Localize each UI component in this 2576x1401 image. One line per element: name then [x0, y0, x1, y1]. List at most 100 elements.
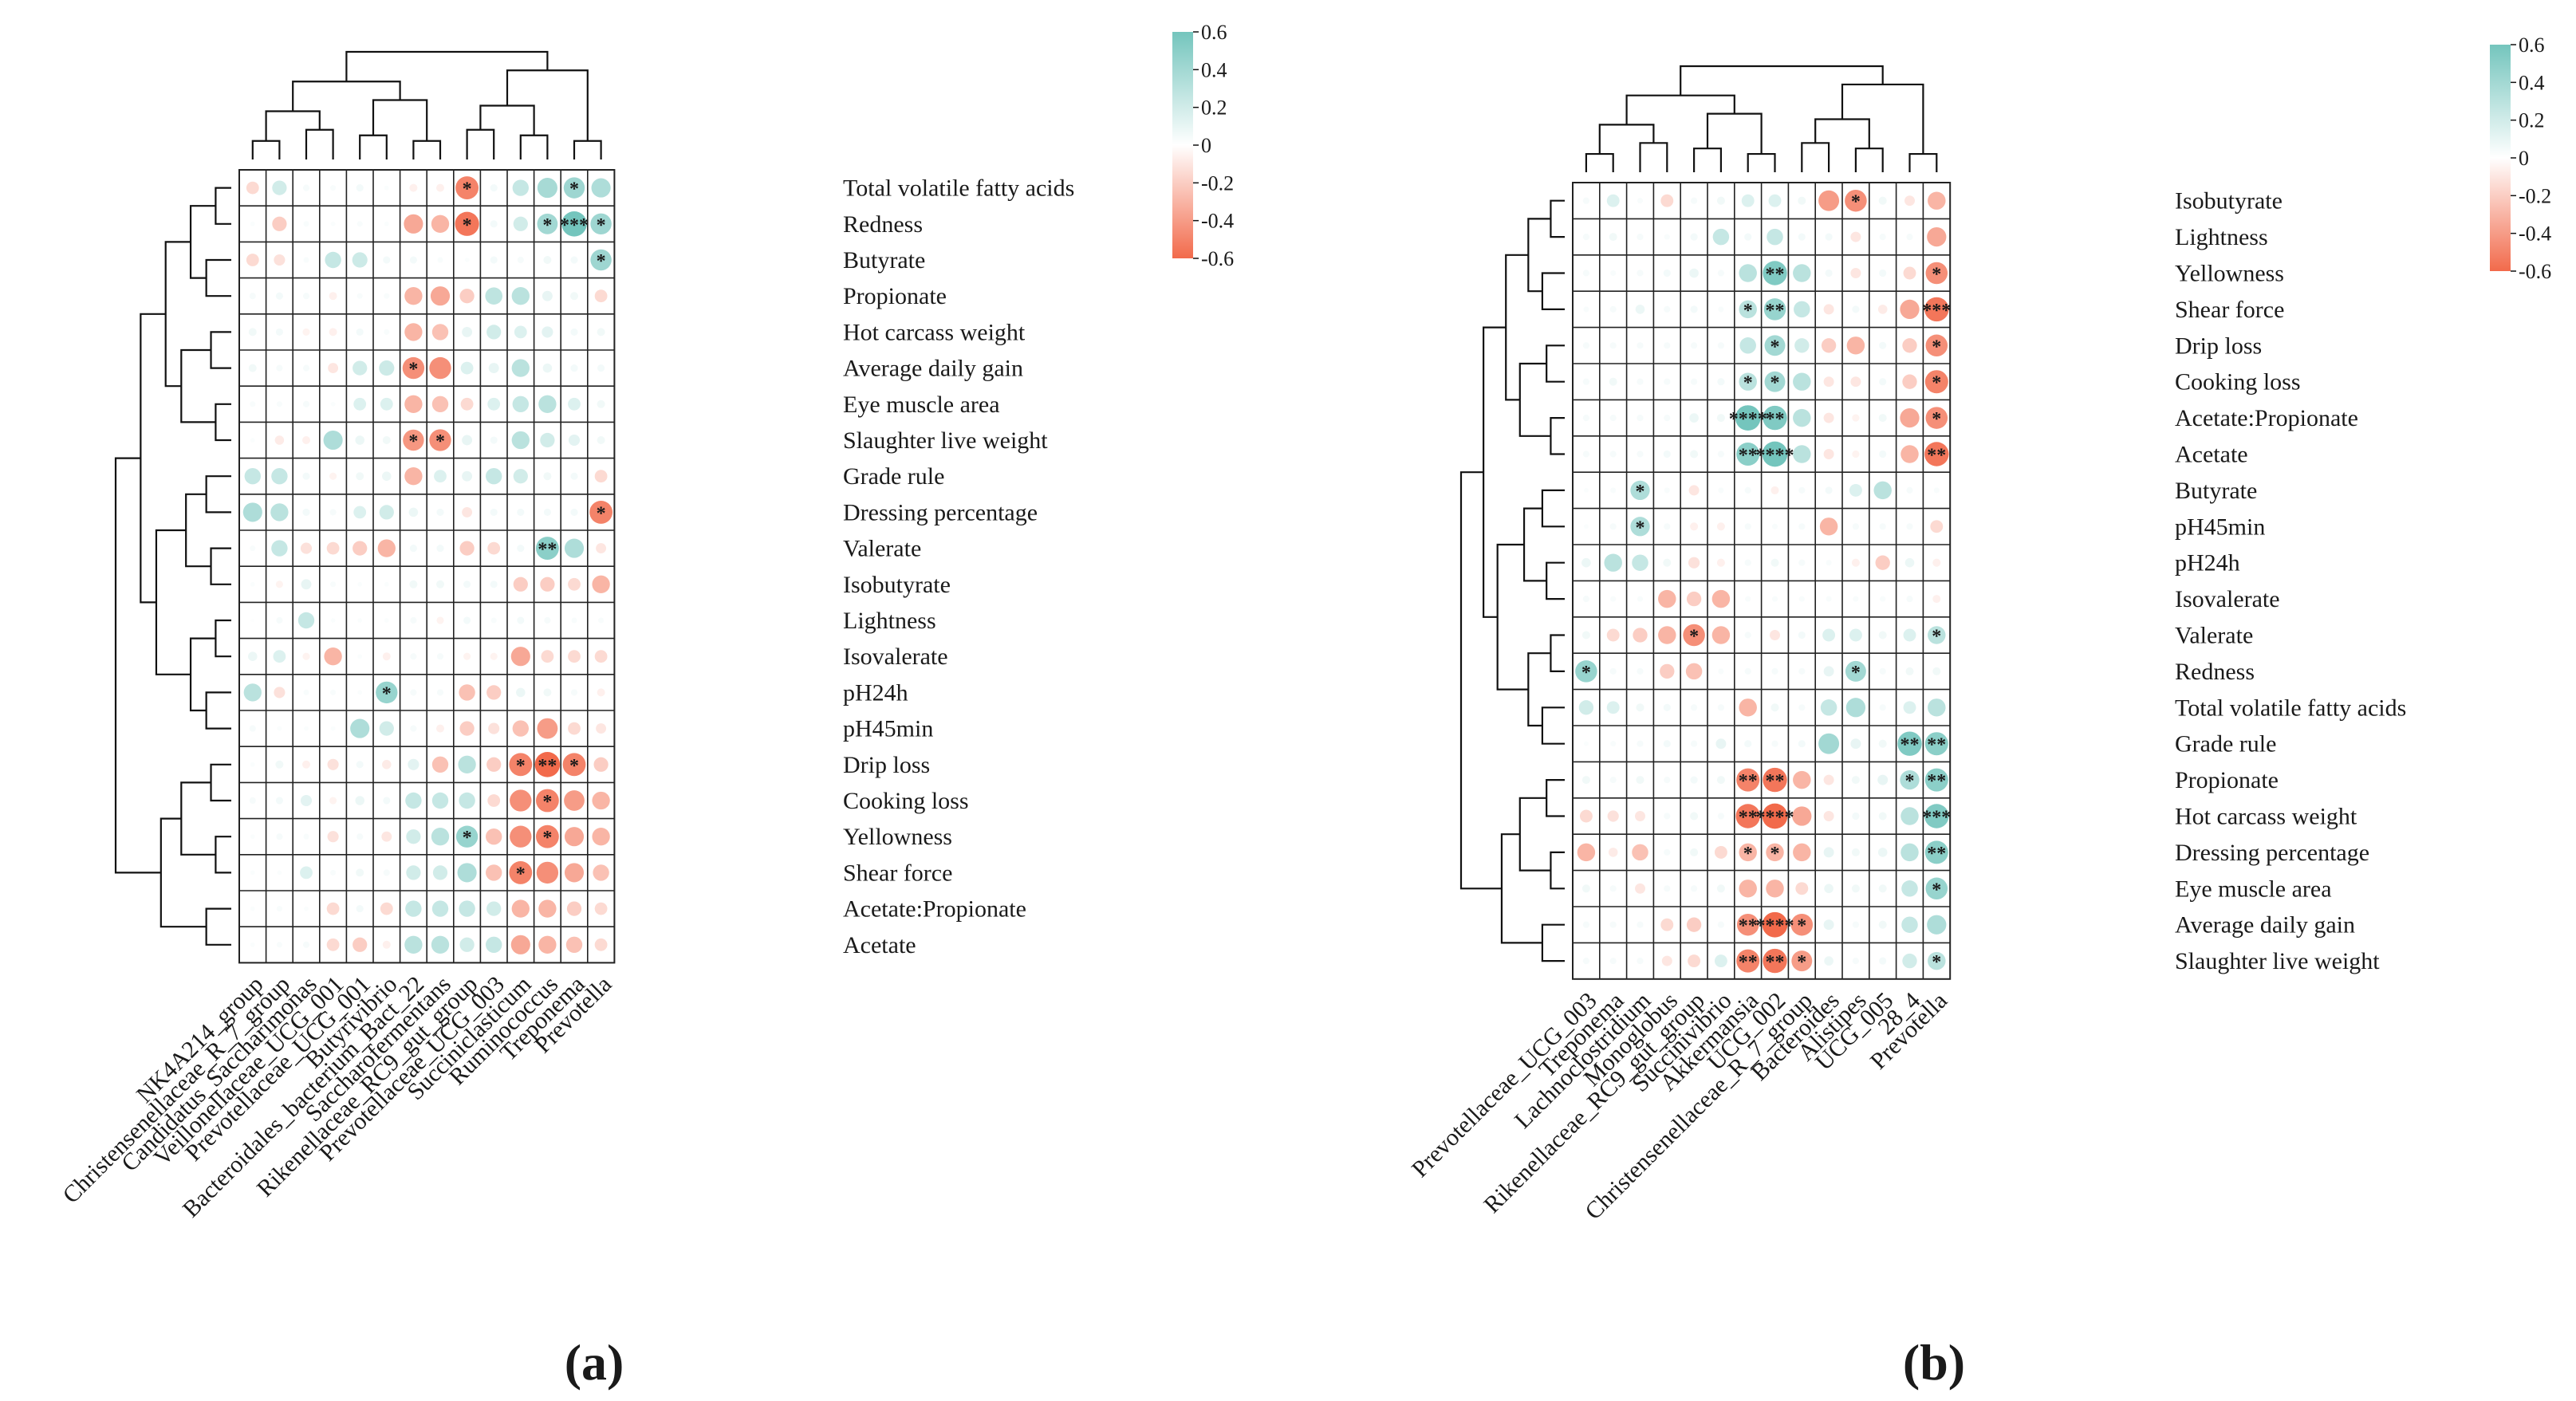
- colorbar-tick-label: 0.6: [1201, 21, 1227, 44]
- correlation-point: [1606, 701, 1620, 714]
- correlation-point: [1924, 840, 1948, 864]
- correlation-point: [431, 324, 449, 340]
- correlation-point: [594, 289, 608, 303]
- significance-label: **: [1927, 446, 1946, 466]
- row-label: Dressing percentage: [843, 499, 1038, 525]
- correlation-point: [1826, 596, 1832, 602]
- correlation-point: [1583, 524, 1589, 529]
- correlation-point: [274, 254, 286, 266]
- correlation-point: [272, 216, 287, 231]
- correlation-point: [276, 942, 282, 948]
- significance-label: *: [597, 251, 606, 272]
- correlation-point: [273, 650, 286, 663]
- correlation-point: [1823, 412, 1834, 423]
- correlation-point: [1928, 626, 1946, 644]
- correlation-point: [1744, 233, 1752, 241]
- correlation-point: [490, 220, 498, 228]
- correlation-point: [1905, 667, 1914, 675]
- correlation-point: [1933, 487, 1940, 494]
- correlation-point: [1820, 699, 1837, 716]
- column-dendrogram-branch: [1706, 112, 1763, 155]
- correlation-point: [1609, 342, 1617, 349]
- row-dendrogram-branch: [215, 619, 231, 658]
- correlation-point: [1663, 450, 1671, 458]
- correlation-point: [436, 724, 444, 733]
- correlation-point: [330, 689, 337, 695]
- row-label: Isovalerate: [843, 643, 948, 670]
- correlation-point: [242, 502, 262, 522]
- row-dendrogram-branch: [210, 547, 231, 585]
- correlation-point: [302, 941, 310, 948]
- correlation-point: [1690, 522, 1699, 531]
- correlation-point: [275, 580, 283, 588]
- correlation-point: [250, 942, 255, 947]
- row-label: Isobutyrate: [2175, 188, 2283, 214]
- correlation-point: [1875, 555, 1890, 570]
- column-dendrogram-branch: [1801, 142, 1830, 172]
- correlation-point: [406, 865, 421, 880]
- correlation-point: [276, 364, 283, 372]
- correlation-point: [1577, 843, 1596, 862]
- correlation-point: [589, 500, 613, 524]
- correlation-point: [1660, 194, 1674, 207]
- correlation-point: [517, 616, 525, 624]
- correlation-point: [535, 789, 559, 813]
- correlation-point: [537, 718, 558, 739]
- column-dendrogram-branch: [251, 140, 281, 159]
- correlation-point: [1582, 233, 1590, 241]
- correlation-point: [537, 213, 558, 234]
- row-label: Valerate: [2175, 623, 2253, 649]
- correlation-point: [459, 937, 475, 952]
- column-dendrogram-branch: [466, 128, 495, 159]
- correlation-point: [1928, 951, 1946, 970]
- correlation-point: [1924, 768, 1948, 792]
- row-dendrogram-branch: [210, 331, 231, 369]
- correlation-point: [404, 395, 423, 413]
- row-label: Lightness: [2175, 224, 2268, 250]
- correlation-point: [353, 506, 367, 519]
- correlation-point: [487, 541, 501, 555]
- correlation-point: [1879, 233, 1886, 241]
- significance-label: *: [569, 756, 579, 777]
- correlation-point: [516, 687, 526, 698]
- correlation-point: [384, 329, 390, 335]
- correlation-point: [1794, 301, 1810, 318]
- column-dendrogram-branch: [292, 81, 401, 112]
- correlation-point: [1823, 449, 1834, 459]
- correlation-point: [592, 828, 610, 846]
- correlation-point: [458, 755, 476, 773]
- correlation-point: [486, 757, 502, 772]
- correlation-point: [1793, 445, 1811, 463]
- correlation-point: [436, 616, 444, 624]
- correlation-point: [565, 936, 583, 953]
- correlation-point: [404, 935, 423, 954]
- correlation-point: [1718, 306, 1724, 313]
- correlation-point: [512, 396, 529, 412]
- significance-label: *: [569, 179, 579, 200]
- correlation-point: [243, 683, 262, 702]
- correlation-point: [540, 432, 555, 448]
- correlation-point: [597, 688, 605, 697]
- correlation-point: [1663, 703, 1671, 711]
- column-dendrogram-branch: [1639, 142, 1668, 172]
- correlation-point: [1664, 523, 1671, 530]
- correlation-point: [1826, 560, 1832, 566]
- correlation-point: [431, 935, 450, 954]
- correlation-point: [384, 293, 390, 299]
- correlation-point: [1879, 523, 1886, 530]
- correlation-point: [1582, 451, 1590, 458]
- correlation-point: [1690, 848, 1699, 856]
- correlation-point: [1609, 414, 1617, 422]
- correlation-point: [1904, 557, 1915, 568]
- correlation-point: [1689, 413, 1699, 423]
- correlation-point: [597, 328, 605, 336]
- correlation-point: [1771, 523, 1778, 529]
- row-dendrogram-branch: [215, 187, 231, 225]
- correlation-point: [1664, 848, 1671, 856]
- correlation-point: [1717, 378, 1725, 386]
- column-dendrogram-branch: [305, 128, 334, 159]
- correlation-point: [459, 541, 475, 556]
- row-dendrogram-branch: [189, 637, 216, 712]
- significance-label: **: [1900, 735, 1920, 756]
- correlation-point: [490, 652, 498, 660]
